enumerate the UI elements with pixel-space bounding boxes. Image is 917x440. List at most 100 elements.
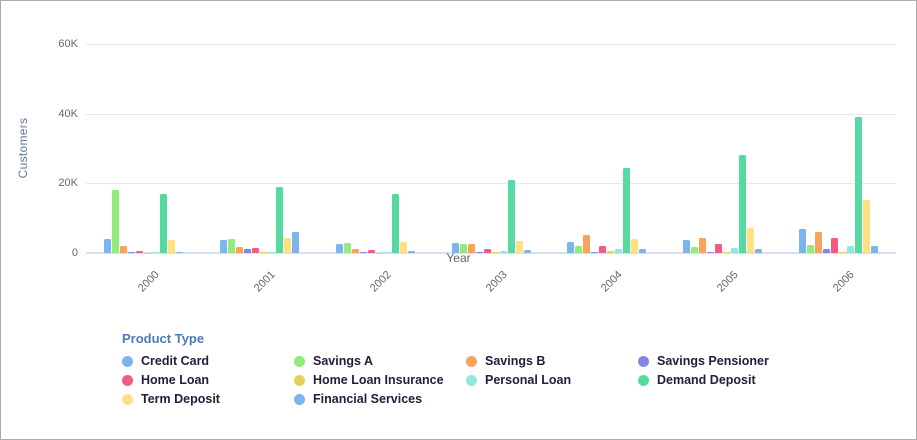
- bar-demand-deposit-2002[interactable]: [391, 193, 399, 253]
- bar-savings-a-2005[interactable]: [690, 247, 698, 253]
- bar-savings-pensioner-2004[interactable]: [591, 251, 599, 253]
- bar-savings-a-2001[interactable]: [228, 238, 236, 253]
- bar-financial-services-2003[interactable]: [523, 250, 531, 253]
- bar-credit-card-2004[interactable]: [567, 242, 575, 253]
- bar-home-loan-insurance-2003[interactable]: [491, 252, 499, 253]
- bar-savings-a-2002[interactable]: [343, 242, 351, 253]
- legend-label: Home Loan: [141, 373, 210, 387]
- bar-group-2006: [780, 44, 896, 253]
- bar-credit-card-2005[interactable]: [682, 240, 690, 253]
- legend-item-term-deposit[interactable]: Term Deposit: [122, 392, 294, 406]
- bar-credit-card-2002[interactable]: [335, 243, 343, 253]
- legend-item-home-loan[interactable]: Home Loan: [122, 373, 294, 387]
- x-tick-label-2000: 2000: [136, 268, 163, 295]
- bar-home-loan-2005[interactable]: [714, 244, 722, 253]
- bar-savings-pensioner-2001[interactable]: [244, 249, 252, 253]
- bar-savings-b-2003[interactable]: [467, 243, 475, 253]
- y-axis-title: Customers: [16, 117, 30, 179]
- bar-home-loan-insurance-2005[interactable]: [722, 252, 730, 253]
- bar-savings-a-2003[interactable]: [459, 244, 467, 253]
- bar-home-loan-2004[interactable]: [599, 245, 607, 253]
- x-tick-label-2002: 2002: [367, 268, 394, 295]
- bar-financial-services-2006[interactable]: [870, 245, 878, 253]
- bar-savings-b-2004[interactable]: [583, 235, 591, 253]
- bar-home-loan-2002[interactable]: [367, 250, 375, 253]
- bar-home-loan-2000[interactable]: [136, 250, 144, 253]
- bar-home-loan-2001[interactable]: [252, 248, 260, 253]
- bar-demand-deposit-2005[interactable]: [738, 154, 746, 253]
- bar-demand-deposit-2000[interactable]: [160, 194, 168, 253]
- legend-dot-icon: [122, 393, 133, 405]
- legend-item-savings-a[interactable]: Savings A: [294, 354, 466, 368]
- legend-label: Savings A: [313, 354, 373, 368]
- x-tick-label-2004: 2004: [599, 268, 625, 295]
- bar-credit-card-2006[interactable]: [798, 228, 806, 253]
- legend-label: Demand Deposit: [657, 373, 756, 387]
- bar-savings-b-2006[interactable]: [814, 231, 822, 253]
- bar-personal-loan-2000[interactable]: [152, 252, 160, 253]
- bar-term-deposit-2004[interactable]: [631, 238, 639, 253]
- bar-savings-pensioner-2000[interactable]: [128, 252, 136, 253]
- bar-home-loan-insurance-2006[interactable]: [838, 251, 846, 253]
- bar-demand-deposit-2003[interactable]: [507, 179, 515, 253]
- bar-group-2003: [433, 44, 549, 253]
- bar-credit-card-2001[interactable]: [220, 240, 228, 253]
- bar-financial-services-2005[interactable]: [754, 249, 762, 253]
- bar-savings-b-2001[interactable]: [236, 247, 244, 253]
- bar-term-deposit-2002[interactable]: [399, 241, 407, 253]
- bar-term-deposit-2001[interactable]: [284, 238, 292, 253]
- bar-demand-deposit-2004[interactable]: [623, 167, 631, 253]
- bar-term-deposit-2005[interactable]: [746, 227, 754, 253]
- bar-savings-pensioner-2005[interactable]: [706, 251, 714, 253]
- bar-term-deposit-2006[interactable]: [862, 200, 870, 253]
- bar-credit-card-2000[interactable]: [104, 238, 112, 253]
- bar-personal-loan-2001[interactable]: [268, 252, 276, 253]
- legend-items: Credit Card Savings A Savings B Savings Pen…: [122, 354, 810, 406]
- bar-savings-b-2005[interactable]: [698, 237, 706, 253]
- bar-personal-loan-2005[interactable]: [730, 247, 738, 253]
- bar-personal-loan-2003[interactable]: [499, 250, 507, 253]
- legend-item-savings-b[interactable]: Savings B: [466, 354, 638, 368]
- legend-item-financial-services[interactable]: Financial Services: [294, 392, 466, 406]
- bar-personal-loan-2006[interactable]: [846, 245, 854, 253]
- bar-groups: [86, 44, 896, 253]
- bar-credit-card-2003[interactable]: [451, 242, 459, 253]
- legend-item-home-loan-insurance[interactable]: Home Loan Insurance: [294, 373, 466, 387]
- x-tick-label-2005: 2005: [714, 268, 741, 295]
- bar-savings-b-2000[interactable]: [120, 246, 128, 253]
- bar-financial-services-2004[interactable]: [639, 249, 647, 253]
- bar-personal-loan-2002[interactable]: [383, 252, 391, 253]
- bar-savings-a-2004[interactable]: [575, 246, 583, 253]
- legend-dot-icon: [638, 355, 649, 367]
- bar-savings-a-2006[interactable]: [806, 245, 814, 253]
- bar-demand-deposit-2001[interactable]: [276, 187, 284, 253]
- bar-savings-a-2000[interactable]: [112, 190, 120, 253]
- legend-label: Credit Card: [141, 354, 210, 368]
- bar-home-loan-insurance-2004[interactable]: [607, 250, 615, 253]
- bar-home-loan-2003[interactable]: [483, 248, 491, 253]
- bar-home-loan-2006[interactable]: [830, 237, 838, 253]
- x-tick-label-2003: 2003: [483, 268, 510, 295]
- legend-label: Savings B: [485, 354, 546, 368]
- legend-item-savings-pensioner[interactable]: Savings Pensioner: [638, 354, 810, 368]
- legend-dot-icon: [466, 355, 477, 367]
- bar-financial-services-2001[interactable]: [292, 232, 300, 253]
- bar-personal-loan-2004[interactable]: [615, 249, 623, 253]
- legend-item-credit-card[interactable]: Credit Card: [122, 354, 294, 368]
- legend-dot-icon: [638, 374, 649, 386]
- bar-demand-deposit-2006[interactable]: [854, 117, 862, 253]
- bar-term-deposit-2000[interactable]: [168, 240, 176, 253]
- bar-savings-pensioner-2003[interactable]: [475, 252, 483, 253]
- bar-savings-pensioner-2006[interactable]: [822, 248, 830, 253]
- bar-savings-b-2002[interactable]: [351, 248, 359, 253]
- bar-financial-services-2002[interactable]: [407, 251, 415, 253]
- bar-term-deposit-2003[interactable]: [515, 240, 523, 253]
- legend-item-demand-deposit[interactable]: Demand Deposit: [638, 373, 810, 387]
- bar-home-loan-insurance-2001[interactable]: [260, 252, 268, 253]
- legend-dot-icon: [466, 374, 477, 386]
- bar-savings-pensioner-2002[interactable]: [359, 252, 367, 253]
- legend-title: Product Type: [122, 331, 205, 346]
- legend-item-personal-loan[interactable]: Personal Loan: [466, 373, 638, 387]
- bar-financial-services-2000[interactable]: [176, 252, 184, 253]
